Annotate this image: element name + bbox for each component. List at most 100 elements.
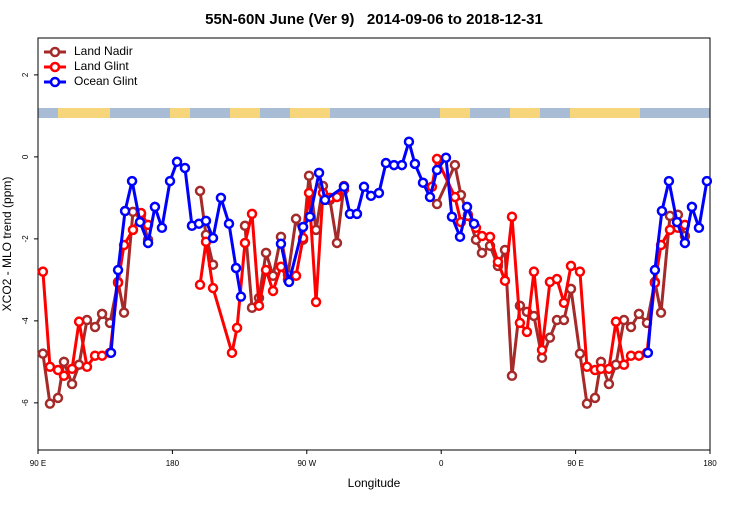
point <box>112 264 124 276</box>
point <box>581 398 593 409</box>
point <box>105 347 117 359</box>
point <box>476 230 488 242</box>
point <box>310 296 322 308</box>
point <box>565 260 577 272</box>
point <box>536 344 548 356</box>
point <box>618 359 630 370</box>
point <box>207 232 219 244</box>
point <box>664 210 676 222</box>
point <box>81 361 93 373</box>
point <box>521 326 533 338</box>
legend-label: Ocean Glint <box>74 74 138 88</box>
point <box>642 347 654 359</box>
point <box>303 187 315 199</box>
point <box>514 317 526 329</box>
point <box>52 364 64 376</box>
point <box>693 222 705 234</box>
point <box>297 221 309 233</box>
plot-frame <box>37 37 711 451</box>
legend-label: Land Nadir <box>74 44 133 58</box>
point <box>126 175 138 187</box>
point <box>171 156 183 168</box>
point <box>239 237 251 249</box>
point <box>156 222 168 234</box>
point <box>476 247 488 259</box>
point <box>89 321 101 333</box>
point <box>424 191 436 203</box>
point <box>66 363 78 375</box>
x-tick-label: 180 <box>166 459 180 468</box>
point <box>603 378 615 390</box>
point <box>396 159 408 171</box>
point <box>656 205 668 217</box>
point <box>66 378 78 390</box>
point <box>528 266 540 277</box>
point <box>260 264 272 276</box>
x-tick-label: 90 E <box>567 459 583 468</box>
point <box>303 170 315 181</box>
point <box>380 157 392 169</box>
point <box>290 213 302 225</box>
point <box>223 218 235 229</box>
point <box>119 205 131 217</box>
point <box>231 322 243 334</box>
land-ocean-strip <box>38 108 710 118</box>
point <box>331 237 343 249</box>
point <box>164 175 176 187</box>
point <box>417 177 429 188</box>
point <box>449 191 461 203</box>
point <box>671 216 683 228</box>
point <box>304 211 316 222</box>
point <box>310 224 322 236</box>
point <box>358 181 370 193</box>
point <box>118 307 130 318</box>
point <box>207 282 219 294</box>
point <box>194 279 206 291</box>
y-tick-label: -6 <box>21 399 30 407</box>
point <box>625 321 637 333</box>
y-axis-label: XCO2 - MLO trend (ppm) <box>0 177 14 312</box>
x-tick-label: 0 <box>439 459 444 468</box>
point <box>313 167 325 179</box>
point <box>454 231 466 243</box>
point <box>663 175 675 187</box>
point <box>618 314 630 326</box>
point <box>37 266 49 277</box>
point <box>260 247 272 259</box>
point <box>649 264 661 276</box>
point <box>149 201 161 213</box>
point <box>655 307 667 318</box>
chart-title: 55N-60N June (Ver 9) 2014-09-06 to 2018-… <box>205 11 543 28</box>
point <box>574 348 586 359</box>
point <box>574 266 586 277</box>
point <box>633 308 645 320</box>
point <box>610 316 622 327</box>
x-tick-label: 90 W <box>297 459 316 468</box>
point <box>679 237 691 249</box>
point <box>589 392 601 404</box>
point <box>200 215 212 227</box>
legend-marker <box>49 46 61 58</box>
point <box>351 208 363 220</box>
point <box>492 256 504 268</box>
point <box>581 361 593 373</box>
point <box>44 361 56 373</box>
point <box>142 237 154 249</box>
x-axis-label: Longitude <box>348 476 401 490</box>
y-tick-label: -2 <box>21 235 30 243</box>
point <box>267 285 279 297</box>
point <box>58 356 70 368</box>
x-tick-label: 180 <box>703 459 717 468</box>
legend-label: Land Glint <box>74 59 129 73</box>
point <box>194 185 206 197</box>
point <box>134 216 146 228</box>
point <box>506 211 518 222</box>
point <box>37 348 49 359</box>
point <box>52 392 64 404</box>
point <box>127 224 139 236</box>
point <box>431 164 443 176</box>
point <box>506 370 518 382</box>
point <box>468 218 480 229</box>
point <box>96 308 108 320</box>
point <box>431 153 443 165</box>
